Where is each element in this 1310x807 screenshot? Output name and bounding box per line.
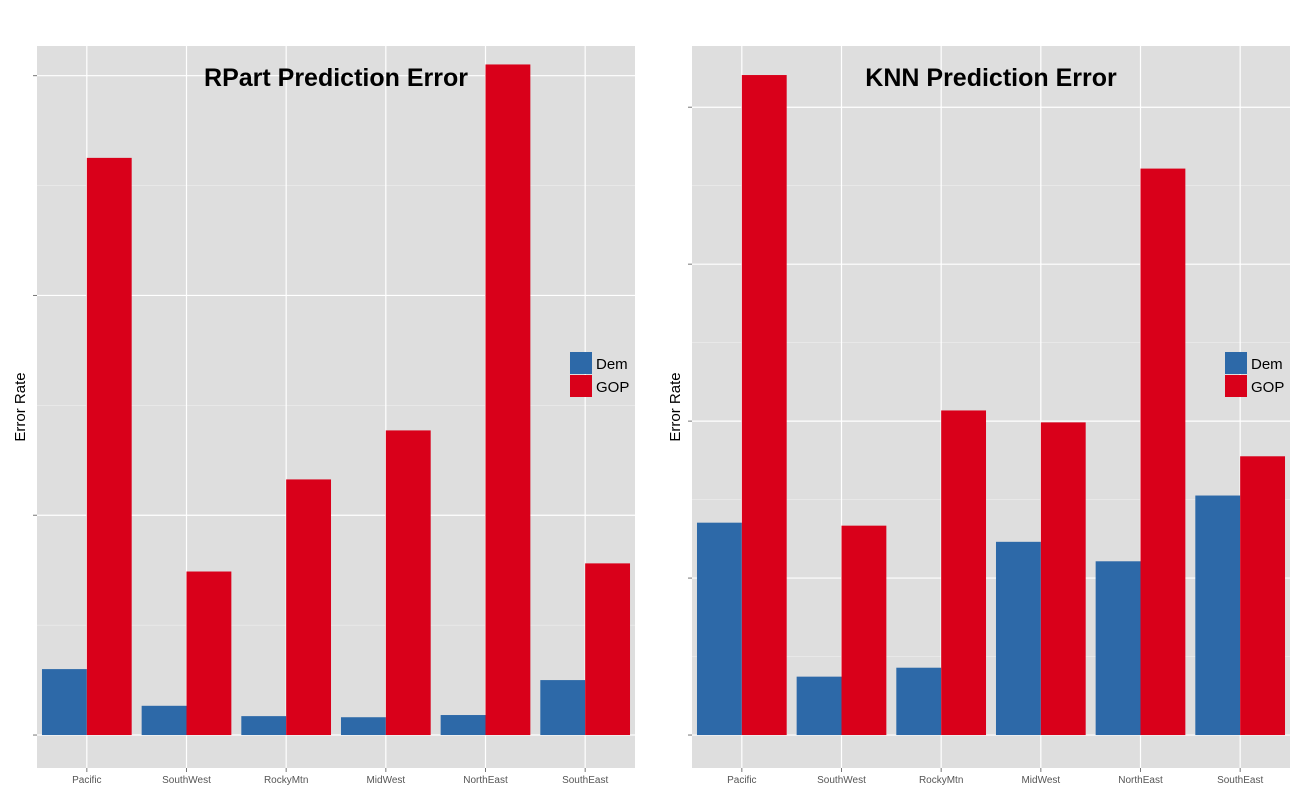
chart-title: KNN Prediction Error: [865, 64, 1117, 92]
bar-gop-southeast: [1240, 456, 1286, 736]
x-tick-label: Pacific: [727, 775, 756, 786]
y-axis-label: Error Rate: [667, 372, 684, 441]
x-tick-label: SouthEast: [1217, 775, 1263, 786]
x-tick-label: MidWest: [366, 775, 405, 786]
bar-gop-rockymtn: [286, 479, 332, 736]
bar-gop-pacific: [741, 75, 787, 736]
bar-gop-pacific: [86, 157, 132, 736]
bar-dem-rockymtn: [896, 667, 942, 736]
legend-label-dem: Dem: [596, 356, 628, 373]
x-tick-label: RockyMtn: [919, 775, 963, 786]
bar-gop-rockymtn: [941, 410, 987, 736]
bar-dem-northeast: [1095, 561, 1141, 736]
legend-key-dem: [1225, 352, 1247, 374]
bar-gop-northeast: [485, 64, 531, 736]
legend-label-dem: Dem: [1251, 356, 1283, 373]
chart-panel-1: Pacific SouthWest RockyMtn MidWest NorthEast…: [12, 46, 635, 786]
bar-dem-southwest: [796, 676, 842, 736]
x-tick-label: RockyMtn: [264, 775, 308, 786]
x-tick-label: SouthWest: [817, 775, 866, 786]
bar-gop-northeast: [1140, 168, 1186, 736]
x-tick-label: NorthEast: [463, 775, 508, 786]
bar-dem-southeast: [1195, 495, 1241, 736]
legend-label-gop: GOP: [596, 379, 629, 396]
bar-dem-southwest: [141, 705, 187, 736]
bar-gop-midwest: [385, 430, 431, 736]
bar-dem-midwest: [995, 541, 1041, 736]
x-tick-label: MidWest: [1021, 775, 1060, 786]
bar-gop-southwest: [841, 525, 887, 736]
bar-dem-rockymtn: [241, 716, 287, 736]
y-axis-label: Error Rate: [12, 372, 29, 441]
legend-key-dem: [570, 352, 592, 374]
chart-title: RPart Prediction Error: [204, 64, 468, 92]
legend: Dem GOP: [570, 352, 629, 397]
bar-dem-pacific: [41, 669, 87, 736]
chart-panel-2: Pacific SouthWest RockyMtn MidWest NorthEast…: [667, 46, 1290, 786]
x-tick-label: SouthEast: [562, 775, 608, 786]
legend-key-gop: [1225, 375, 1247, 397]
x-tick-label: Pacific: [72, 775, 101, 786]
bar-gop-midwest: [1040, 422, 1086, 736]
bar-dem-northeast: [440, 715, 486, 736]
bar-dem-pacific: [696, 522, 742, 736]
legend: Dem GOP: [1225, 352, 1284, 397]
bar-dem-midwest: [340, 717, 386, 736]
legend-label-gop: GOP: [1251, 379, 1284, 396]
bar-gop-southeast: [585, 563, 631, 736]
legend-key-gop: [570, 375, 592, 397]
panel-background: [692, 46, 1290, 768]
x-tick-label: NorthEast: [1118, 775, 1163, 786]
bar-gop-southwest: [186, 571, 232, 736]
bar-dem-southeast: [540, 680, 586, 736]
panel-background: [37, 46, 635, 768]
x-tick-label: SouthWest: [162, 775, 211, 786]
